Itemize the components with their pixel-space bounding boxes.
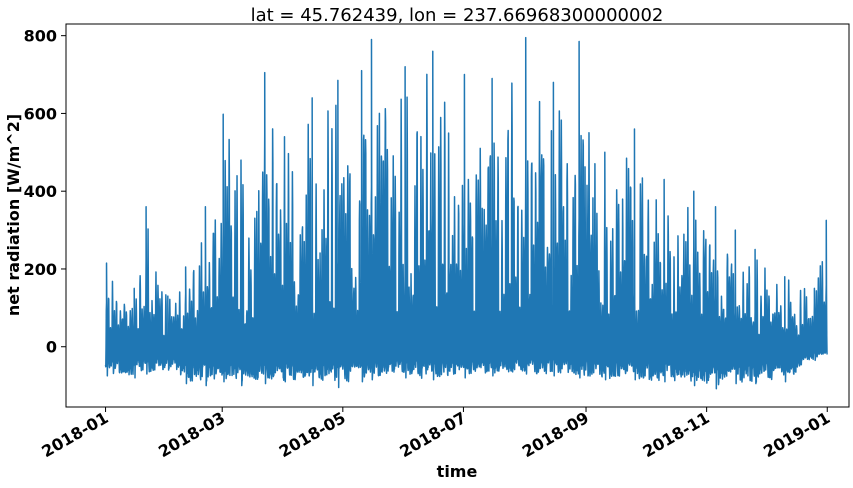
y-axis-label: net radiation [W/m^2] bbox=[4, 114, 23, 316]
x-tick-label: 2018-09 bbox=[519, 408, 592, 461]
y-tick-label: 800 bbox=[24, 27, 57, 46]
y-tick-label: 400 bbox=[24, 182, 57, 201]
x-axis: 2018-01 2018-03 2018-05 2018-07 2018-09 2018-… bbox=[38, 407, 833, 461]
y-tick-label: 0 bbox=[46, 338, 57, 357]
y-tick-label: 200 bbox=[24, 260, 57, 279]
plot-area bbox=[65, 23, 850, 408]
chart-title: lat = 45.762439, lon = 237.6696830000000… bbox=[251, 5, 664, 26]
series-line bbox=[104, 36, 828, 390]
x-tick-label: 2018-07 bbox=[396, 408, 469, 461]
x-tick-label: 2018-03 bbox=[155, 408, 228, 461]
x-tick-label: 2018-05 bbox=[276, 408, 349, 461]
y-tick-label: 600 bbox=[24, 104, 57, 123]
x-tick-label: 2018-01 bbox=[38, 408, 111, 461]
series-layer bbox=[104, 36, 828, 390]
x-axis-label: time bbox=[437, 462, 478, 481]
x-tick-label: 2019-01 bbox=[760, 408, 833, 461]
plot-frame bbox=[65, 23, 850, 408]
x-tick-label: 2018-11 bbox=[640, 408, 713, 461]
y-axis: 0 200 400 600 800 bbox=[24, 27, 66, 357]
